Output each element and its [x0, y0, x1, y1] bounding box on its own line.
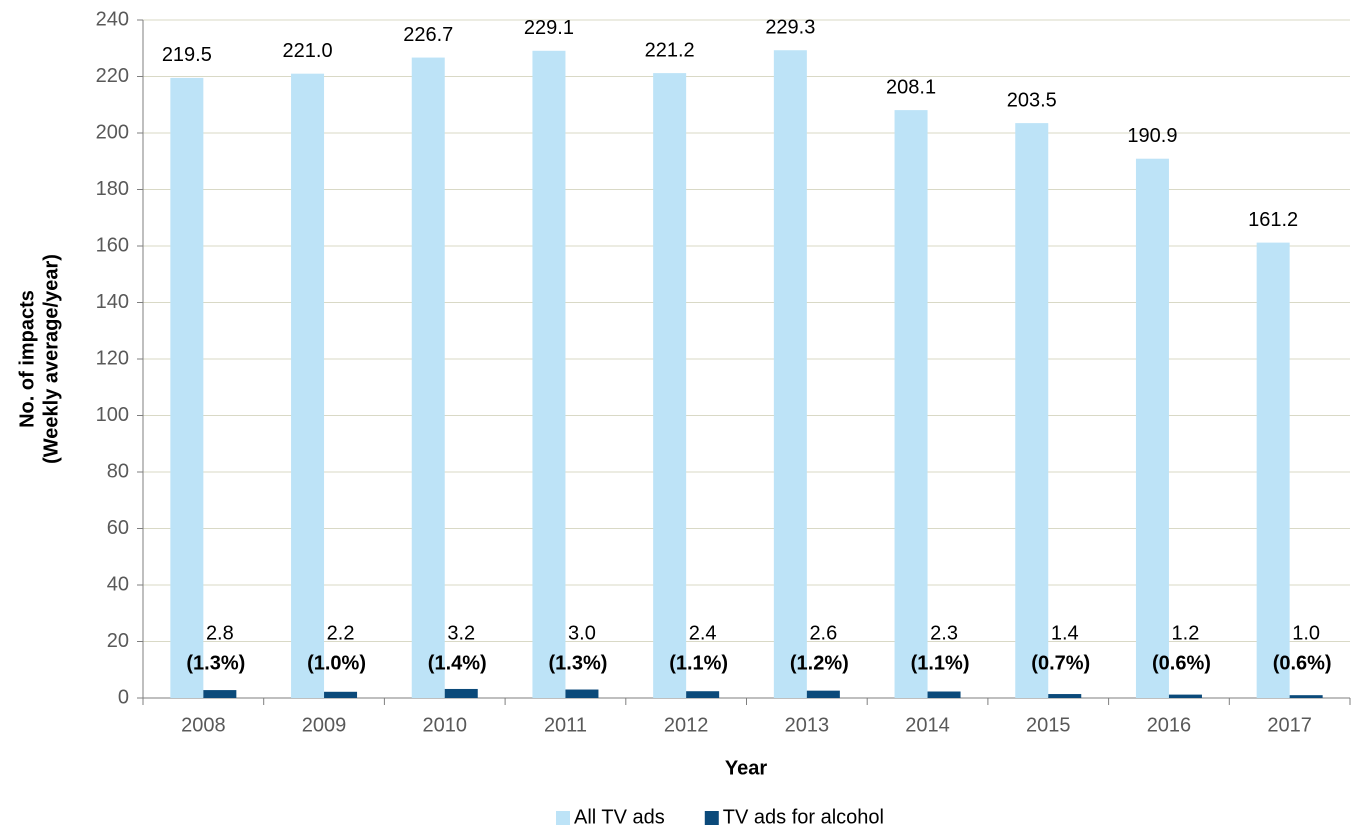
share-label: (1.1%) [669, 652, 728, 674]
value-label: 229.1 [524, 17, 574, 39]
bar [1048, 694, 1082, 698]
bar [411, 57, 445, 698]
value-label: 190.9 [1127, 125, 1177, 147]
bar [1289, 695, 1323, 698]
legend-swatch [556, 811, 570, 825]
bar [565, 689, 599, 698]
y-tick-label: 140 [96, 291, 129, 313]
bar [653, 73, 687, 699]
value-label: 221.2 [645, 39, 695, 61]
share-label: (1.2%) [790, 652, 849, 674]
y-axis-label: No. of impacts [16, 290, 38, 428]
share-label: (1.3%) [186, 652, 245, 674]
y-tick-label: 220 [96, 65, 129, 87]
y-tick-label: 100 [96, 404, 129, 426]
bar [291, 73, 325, 699]
share-label: (1.0%) [307, 652, 366, 674]
value-label: 2.2 [327, 622, 355, 644]
value-label: 203.5 [1007, 89, 1057, 111]
value-label: 3.2 [447, 622, 475, 644]
bar [927, 691, 961, 698]
bar [532, 50, 566, 699]
y-axis-label: (Weekly average/year) [40, 254, 62, 464]
y-tick-label: 20 [107, 630, 129, 652]
y-tick-label: 180 [96, 178, 129, 200]
value-label: 161.2 [1248, 209, 1298, 231]
share-label: (1.3%) [548, 652, 607, 674]
x-tick-label: 2015 [1026, 714, 1071, 736]
legend-label: TV ads for alcohol [723, 806, 884, 828]
value-label: 221.0 [283, 40, 333, 62]
x-tick-label: 2013 [785, 714, 830, 736]
bar [1135, 158, 1169, 698]
bar [1256, 242, 1290, 699]
share-label: (0.7%) [1031, 652, 1090, 674]
y-tick-label: 80 [107, 460, 129, 482]
x-axis-label: Year [725, 757, 767, 779]
value-label: 208.1 [886, 76, 936, 98]
y-tick-label: 60 [107, 517, 129, 539]
bar [894, 110, 928, 699]
share-label: (1.1%) [911, 652, 970, 674]
y-tick-label: 160 [96, 234, 129, 256]
value-label: 3.0 [568, 622, 596, 644]
bar [686, 691, 720, 698]
x-tick-label: 2010 [423, 714, 468, 736]
bar [1168, 694, 1202, 698]
value-label: 1.2 [1172, 622, 1200, 644]
x-tick-label: 2017 [1267, 714, 1312, 736]
value-label: 2.6 [809, 622, 837, 644]
value-label: 1.0 [1292, 622, 1320, 644]
bar [170, 77, 204, 699]
bar [203, 690, 237, 698]
bar [324, 691, 358, 698]
bar [773, 50, 807, 699]
value-label: 2.8 [206, 622, 234, 644]
x-tick-label: 2009 [302, 714, 347, 736]
x-tick-label: 2016 [1147, 714, 1192, 736]
value-label: 226.7 [403, 24, 453, 46]
y-tick-label: 40 [107, 573, 129, 595]
y-tick-label: 0 [118, 686, 129, 708]
value-label: 1.4 [1051, 622, 1079, 644]
x-tick-label: 2011 [544, 714, 587, 736]
x-tick-label: 2014 [905, 714, 950, 736]
value-label: 2.3 [930, 622, 958, 644]
share-label: (1.4%) [428, 652, 487, 674]
bar [1015, 123, 1049, 699]
share-label: (0.6%) [1273, 652, 1332, 674]
y-tick-label: 200 [96, 121, 129, 143]
value-label: 219.5 [162, 44, 212, 66]
value-label: 2.4 [689, 622, 717, 644]
bar [444, 688, 478, 698]
value-label: 229.3 [765, 17, 815, 39]
y-tick-label: 120 [96, 347, 129, 369]
x-tick-label: 2012 [664, 714, 709, 736]
y-tick-label: 240 [96, 8, 129, 30]
legend-swatch [704, 811, 719, 825]
legend-label: All TV ads [574, 806, 665, 828]
share-label: (0.6%) [1152, 652, 1211, 674]
x-tick-label: 2008 [181, 714, 226, 736]
bar [806, 690, 840, 698]
